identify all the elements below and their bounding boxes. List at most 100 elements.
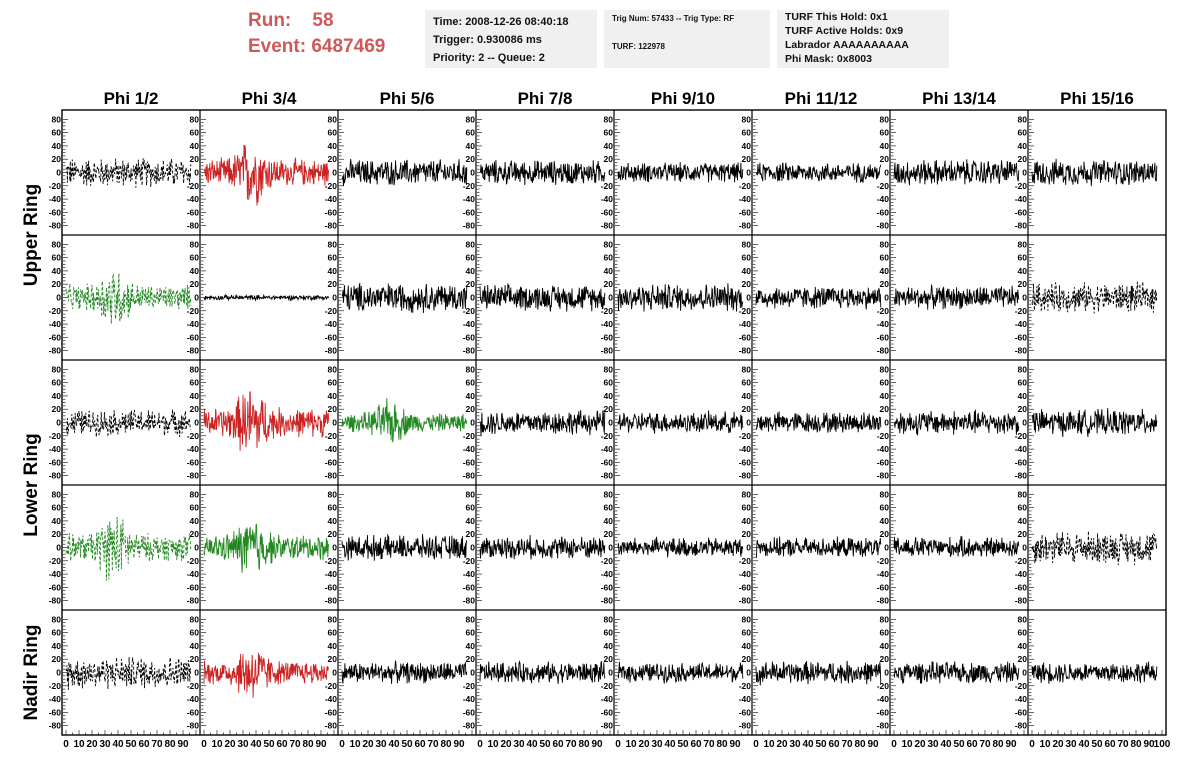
- waveform-panel: 80 60 40 20 0 -20 -40 -60 -80: [739, 239, 882, 356]
- x-tick-label: 20: [500, 739, 512, 750]
- turf-active-text: TURF Active Holds: 0x9: [785, 25, 904, 37]
- y-tick-label: 60: [190, 628, 200, 638]
- y-tick-label: -80: [877, 471, 890, 481]
- y-tick-label: 0: [56, 168, 61, 178]
- y-tick-label: -20: [463, 181, 476, 191]
- y-tick-label: 80: [1018, 114, 1028, 124]
- y-tick-label: 80: [190, 364, 200, 374]
- y-tick-label: -40: [877, 569, 890, 579]
- x-tick-label: 0: [201, 739, 207, 750]
- x-tick-label: 70: [703, 739, 715, 750]
- y-tick-label: 80: [328, 114, 338, 124]
- y-tick-label: -20: [49, 306, 62, 316]
- y-tick-label: -40: [49, 694, 62, 704]
- y-tick-label: -20: [187, 181, 200, 191]
- y-tick-label: -20: [49, 431, 62, 441]
- x-tick-label: 20: [86, 739, 98, 750]
- waveform-panel: 80 60 40 20 0 -20 -40 -60 -80: [877, 614, 1020, 731]
- y-tick-label: -80: [601, 721, 614, 731]
- waveform-panel: 80 60 40 20 0 -20 -40 -60 -80: [463, 364, 606, 481]
- y-tick-label: -40: [601, 694, 614, 704]
- y-tick-label: -80: [739, 471, 752, 481]
- y-tick-label: 80: [328, 489, 338, 499]
- phi-column-title: Phi 11/12: [785, 89, 858, 108]
- ring-label: Lower Ring: [21, 433, 42, 536]
- y-tick-label: -20: [1015, 181, 1028, 191]
- priority-text: Priority: 2 -- Queue: 2: [433, 52, 545, 64]
- y-tick-label: 80: [880, 614, 890, 624]
- y-tick-label: 80: [328, 614, 338, 624]
- y-tick-label: -40: [739, 694, 752, 704]
- y-tick-label: -20: [739, 306, 752, 316]
- turf-hold-text: TURF This Hold: 0x1: [785, 11, 888, 23]
- y-tick-label: 0: [1022, 168, 1027, 178]
- y-tick-label: -40: [739, 444, 752, 454]
- y-tick-label: -80: [187, 721, 200, 731]
- y-tick-label: -20: [187, 556, 200, 566]
- y-tick-label: 80: [742, 364, 752, 374]
- waveform-trace: [893, 159, 1020, 186]
- y-tick-label: -60: [49, 332, 62, 342]
- x-tick-label: 50: [1091, 739, 1103, 750]
- y-tick-label: -40: [49, 444, 62, 454]
- y-tick-label: -40: [325, 444, 338, 454]
- y-tick-label: 60: [742, 628, 752, 638]
- y-tick-label: -20: [877, 681, 890, 691]
- y-tick-label: 0: [884, 168, 889, 178]
- x-tick-label: 0: [477, 739, 483, 750]
- y-tick-label: 20: [1018, 529, 1028, 539]
- y-tick-label: 40: [880, 641, 890, 651]
- y-tick-label: 20: [880, 279, 890, 289]
- x-tick-label: 60: [414, 739, 426, 750]
- y-tick-label: 80: [880, 489, 890, 499]
- y-tick-label: 40: [880, 141, 890, 151]
- y-tick-label: 40: [52, 516, 62, 526]
- y-tick-label: -60: [325, 207, 338, 217]
- y-tick-label: 80: [328, 364, 338, 374]
- y-tick-label: 0: [746, 543, 751, 553]
- y-tick-label: -80: [463, 471, 476, 481]
- y-tick-label: -60: [463, 207, 476, 217]
- y-tick-label: 60: [328, 128, 338, 138]
- x-tick-label: 0: [753, 739, 759, 750]
- y-tick-label: 80: [52, 239, 62, 249]
- y-tick-label: -40: [187, 694, 200, 704]
- waveform-panel: 80 60 40 20 0 -20 -40 -60 -80: [49, 364, 192, 481]
- y-tick-label: 20: [190, 404, 200, 414]
- x-tick-label: 0: [63, 739, 69, 750]
- y-tick-label: 60: [328, 503, 338, 513]
- y-tick-label: -40: [463, 694, 476, 704]
- y-tick-label: -20: [601, 681, 614, 691]
- y-tick-label: -20: [739, 431, 752, 441]
- y-tick-label: -40: [877, 444, 890, 454]
- x-tick-label: 10: [1039, 739, 1051, 750]
- y-tick-label: -80: [1015, 596, 1028, 606]
- y-tick-label: 60: [466, 628, 476, 638]
- y-tick-label: -80: [463, 596, 476, 606]
- y-tick-label: 80: [604, 364, 614, 374]
- y-tick-label: 0: [470, 293, 475, 303]
- waveform-trace: [617, 661, 744, 684]
- y-tick-label: -60: [463, 707, 476, 717]
- time-text: Time: 2008-12-26 08:40:18: [433, 16, 569, 28]
- y-tick-label: 60: [466, 503, 476, 513]
- y-tick-label: -40: [739, 319, 752, 329]
- y-tick-label: 80: [466, 114, 476, 124]
- y-tick-label: -20: [187, 681, 200, 691]
- y-tick-label: 40: [190, 141, 200, 151]
- waveform-panel: 80 60 40 20 0 -20 -40 -60 -80: [601, 239, 744, 356]
- y-tick-label: -20: [187, 431, 200, 441]
- y-tick-label: 0: [332, 543, 337, 553]
- x-tick-label: 20: [776, 739, 788, 750]
- waveform-panel: 80 60 40 20 0 -20 -40 -60 -80: [601, 114, 744, 231]
- y-tick-label: 40: [742, 141, 752, 151]
- y-tick-label: 0: [1022, 293, 1027, 303]
- y-tick-label: -60: [601, 457, 614, 467]
- ring-label: Upper Ring: [21, 184, 42, 286]
- y-tick-label: 40: [1018, 266, 1028, 276]
- run-row: Run: 58: [248, 8, 418, 34]
- x-tick-label: 90: [453, 739, 465, 750]
- y-tick-label: 60: [742, 378, 752, 388]
- y-tick-label: 0: [470, 418, 475, 428]
- y-tick-label: 60: [328, 253, 338, 263]
